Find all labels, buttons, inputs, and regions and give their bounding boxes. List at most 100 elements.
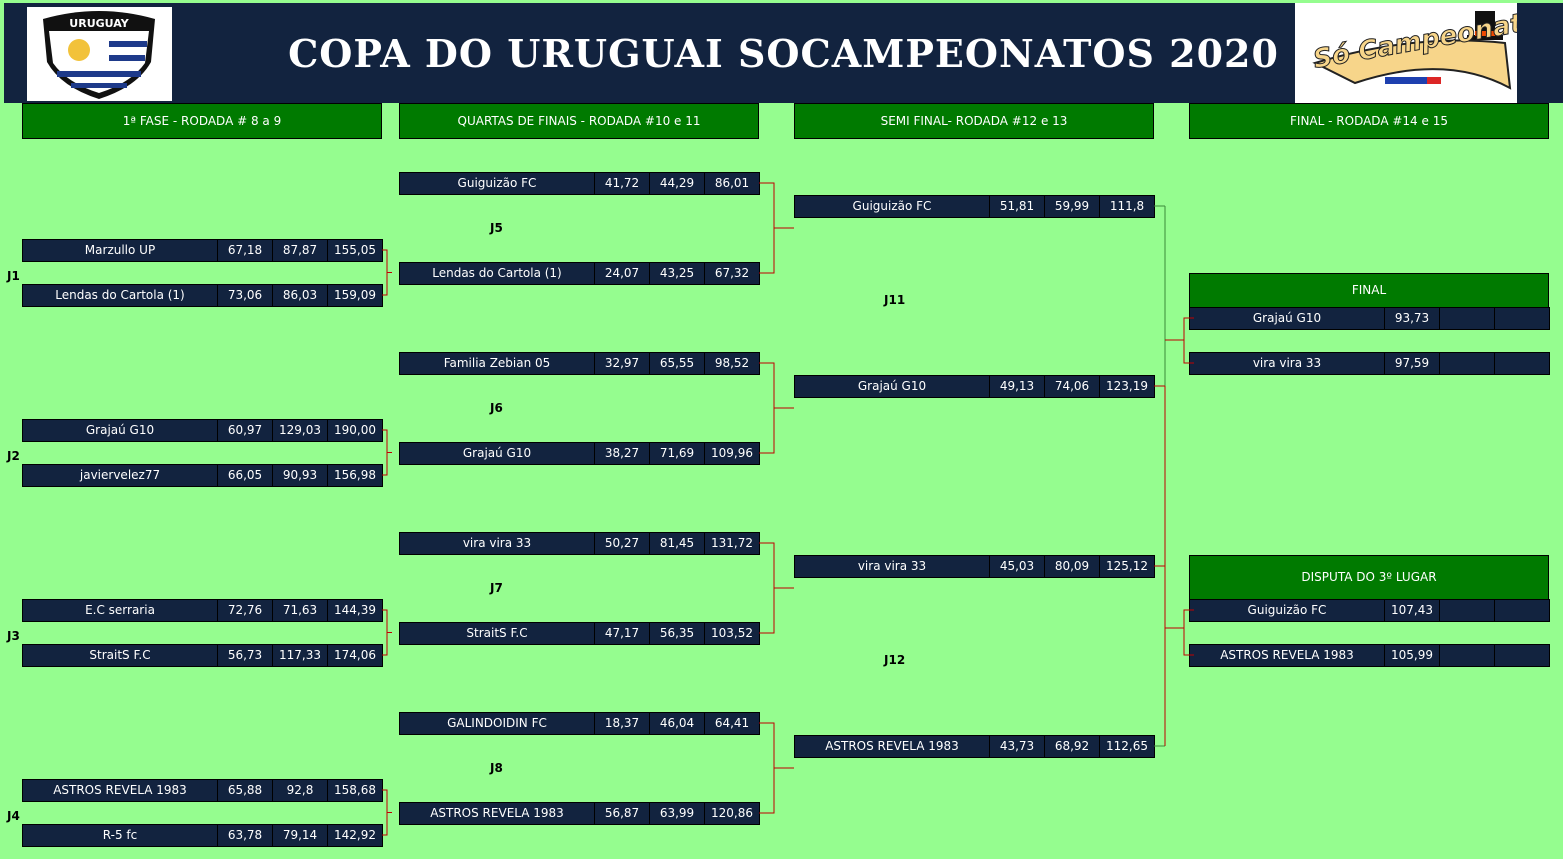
score-round-1: 56,87 — [595, 803, 650, 824]
uruguay-logo: URUGUAY — [27, 7, 172, 101]
team-name: Familia Zebian 05 — [400, 353, 595, 374]
score-total: 109,96 — [711, 446, 753, 460]
score-round-2: 86,03 — [273, 285, 328, 306]
team-name: vira vira 33 — [1190, 353, 1385, 374]
phase-header: QUARTAS DE FINAIS - RODADA #10 e 11 — [399, 103, 759, 139]
team-name: Grajaú G10 — [400, 443, 595, 464]
third-place-header: DISPUTA DO 3º LUGAR — [1189, 555, 1549, 600]
team-name: Guiguizão FC — [400, 173, 595, 194]
score-round-1: 50,27 — [595, 533, 650, 554]
team-row[interactable]: vira vira 33 50,27 81,45 131,72 — [399, 532, 760, 555]
score-round-1: 32,97 — [595, 353, 650, 374]
score-round-1: 63,78 — [218, 825, 273, 846]
team-name: Lendas do Cartola (1) — [23, 285, 218, 306]
team-row[interactable]: ASTROS REVELA 1983 43,73 68,92 112,65 — [794, 735, 1155, 758]
team-row[interactable]: R-5 fc 63,78 79,14 142,92 — [22, 824, 383, 847]
score-round-2 — [1440, 353, 1495, 374]
score-total: 155,05 — [334, 243, 376, 257]
semi-connector — [1154, 205, 1166, 747]
team-row[interactable]: ASTROS REVELA 1983 65,88 92,8 158,68 — [22, 779, 383, 802]
team-name: E.C serraria — [23, 600, 218, 621]
team-name: Guiguizão FC — [1190, 600, 1385, 621]
score-round-1: 66,05 — [218, 465, 273, 486]
score-round-1: 93,73 — [1385, 308, 1440, 329]
score-round-1: 38,27 — [595, 443, 650, 464]
match-label: J2 — [7, 449, 20, 463]
team-row[interactable]: Guiguizão FC 41,72 44,29 86,01 — [399, 172, 760, 195]
team-name: vira vira 33 — [400, 533, 595, 554]
score-round-1: 51,81 — [990, 196, 1045, 217]
score-round-1: 105,99 — [1385, 645, 1440, 666]
match-label: J12 — [884, 653, 906, 667]
third-connector — [1165, 609, 1194, 656]
team-row[interactable]: Grajaú G10 93,73 — [1189, 307, 1550, 330]
score-round-2: 59,99 — [1045, 196, 1100, 217]
team-row[interactable]: E.C serraria 72,76 71,63 144,39 — [22, 599, 383, 622]
team-row[interactable]: GALINDOIDIN FC 18,37 46,04 64,41 — [399, 712, 760, 735]
team-name: GALINDOIDIN FC — [400, 713, 595, 734]
team-row[interactable]: vira vira 33 45,03 80,09 125,12 — [794, 555, 1155, 578]
score-total: 159,09 — [334, 288, 376, 302]
score-total: 111,8 — [1109, 199, 1145, 213]
team-row[interactable]: Guiguizão FC 107,43 — [1189, 599, 1550, 622]
match-label: J6 — [490, 401, 503, 415]
team-name: R-5 fc — [23, 825, 218, 846]
bracket-connector — [759, 182, 794, 274]
team-name: ASTROS REVELA 1983 — [400, 803, 595, 824]
team-row[interactable]: vira vira 33 97,59 — [1189, 352, 1550, 375]
team-row[interactable]: Lendas do Cartola (1) 73,06 86,03 159,09 — [22, 284, 383, 307]
score-round-1: 41,72 — [595, 173, 650, 194]
score-round-1: 18,37 — [595, 713, 650, 734]
bracket-connector — [759, 362, 794, 454]
team-row[interactable]: javiervelez77 66,05 90,93 156,98 — [22, 464, 383, 487]
bracket-connector — [759, 542, 794, 634]
score-round-2: 56,35 — [650, 623, 705, 644]
score-round-1: 45,03 — [990, 556, 1045, 577]
score-round-2: 63,99 — [650, 803, 705, 824]
score-round-1: 49,13 — [990, 376, 1045, 397]
team-name: Grajaú G10 — [23, 420, 218, 441]
team-name: Marzullo UP — [23, 240, 218, 261]
team-name: Lendas do Cartola (1) — [400, 263, 595, 284]
team-row[interactable]: StraitS F.C 56,73 117,33 174,06 — [22, 644, 383, 667]
team-row[interactable]: Familia Zebian 05 32,97 65,55 98,52 — [399, 352, 760, 375]
svg-text:URUGUAY: URUGUAY — [69, 17, 129, 30]
score-total: 156,98 — [334, 468, 376, 482]
team-row[interactable]: Grajaú G10 38,27 71,69 109,96 — [399, 442, 760, 465]
phase-header: FINAL - RODADA #14 e 15 — [1189, 103, 1549, 139]
score-round-2: 80,09 — [1045, 556, 1100, 577]
score-total: 158,68 — [334, 783, 376, 797]
score-total: 64,41 — [714, 716, 750, 730]
team-name: ASTROS REVELA 1983 — [795, 736, 990, 757]
team-row[interactable]: ASTROS REVELA 1983 56,87 63,99 120,86 — [399, 802, 760, 825]
score-total: 98,52 — [714, 356, 750, 370]
team-row[interactable]: Grajaú G10 60,97 129,03 190,00 — [22, 419, 383, 442]
score-round-1: 97,59 — [1385, 353, 1440, 374]
score-round-2: 71,63 — [273, 600, 328, 621]
bracket-connector — [382, 609, 392, 656]
team-row[interactable]: StraitS F.C 47,17 56,35 103,52 — [399, 622, 760, 645]
score-total: 123,19 — [1106, 379, 1148, 393]
bracket-connector — [382, 789, 392, 836]
team-row[interactable]: Lendas do Cartola (1) 24,07 43,25 67,32 — [399, 262, 760, 285]
bracket-connector — [759, 722, 794, 814]
match-label: J1 — [7, 269, 20, 283]
phase-header: SEMI FINAL- RODADA #12 e 13 — [794, 103, 1154, 139]
match-label: J8 — [490, 761, 503, 775]
score-round-2: 129,03 — [273, 420, 328, 441]
score-round-2: 68,92 — [1045, 736, 1100, 757]
score-round-1: 73,06 — [218, 285, 273, 306]
team-row[interactable]: Marzullo UP 67,18 87,87 155,05 — [22, 239, 383, 262]
match-label: J4 — [7, 809, 20, 823]
team-row[interactable]: Grajaú G10 49,13 74,06 123,19 — [794, 375, 1155, 398]
team-name: ASTROS REVELA 1983 — [1190, 645, 1385, 666]
score-total: 190,00 — [334, 423, 376, 437]
team-name: Grajaú G10 — [1190, 308, 1385, 329]
bracket-connector — [382, 429, 392, 476]
score-round-1: 72,76 — [218, 600, 273, 621]
score-total: 120,86 — [711, 806, 753, 820]
score-round-2 — [1440, 308, 1495, 329]
score-round-2: 117,33 — [273, 645, 328, 666]
team-row[interactable]: Guiguizão FC 51,81 59,99 111,8 — [794, 195, 1155, 218]
